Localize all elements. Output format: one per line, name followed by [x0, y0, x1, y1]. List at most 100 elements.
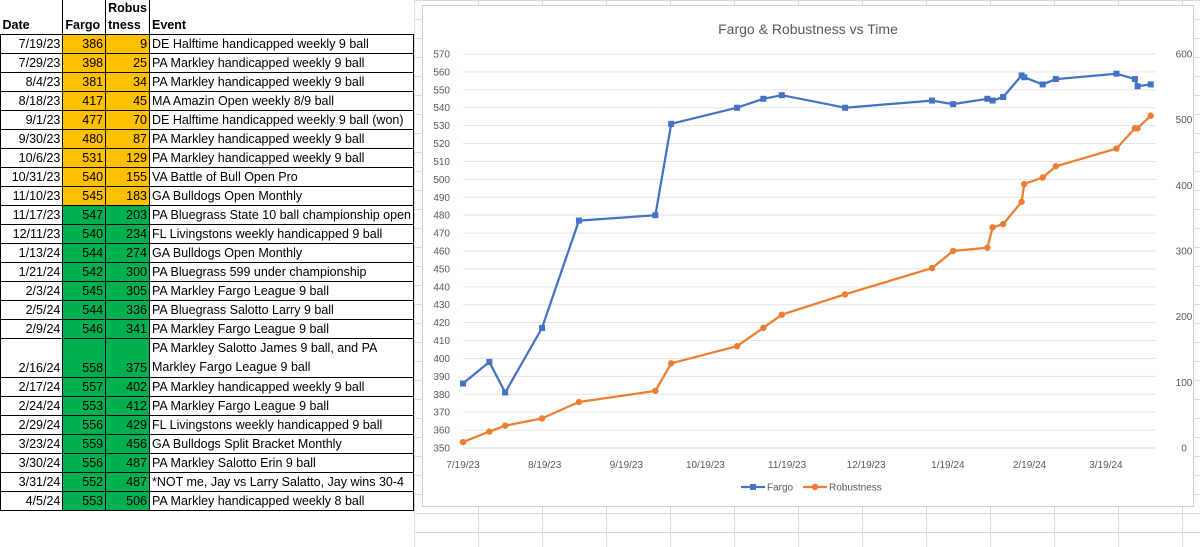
cell-date[interactable]: 2/5/24 [0, 300, 64, 320]
cell-event[interactable]: PA Bluegrass Salotto Larry 9 ball [149, 300, 414, 320]
cell-robustness[interactable]: 305 [105, 281, 151, 301]
cell-date[interactable]: 2/9/24 [0, 319, 64, 339]
cell-event[interactable]: GA Bulldogs Open Monthly [149, 243, 414, 263]
cell-date[interactable]: 3/23/24 [0, 434, 64, 454]
header-fargo[interactable]: Fargo [62, 17, 107, 35]
cell-fargo[interactable]: 545 [62, 186, 107, 206]
cell-event[interactable]: PA Markley handicapped weekly 9 ball [149, 129, 414, 149]
cell-robustness[interactable]: 402 [105, 377, 151, 397]
cell-event[interactable]: GA Bulldogs Open Monthly [149, 186, 414, 206]
cell-fargo[interactable]: 542 [62, 262, 107, 282]
cell-event[interactable]: DE Halftime handicapped weekly 9 ball [149, 34, 414, 54]
cell-event[interactable]: PA Markley handicapped weekly 9 ball [149, 53, 414, 73]
cell-date[interactable]: 12/11/23 [0, 224, 64, 244]
cell-fargo[interactable]: 557 [62, 377, 107, 397]
cell-fargo[interactable]: 547 [62, 205, 107, 225]
cell-fargo[interactable]: 417 [62, 91, 107, 111]
cell-date[interactable]: 8/18/23 [0, 91, 64, 111]
cell-event[interactable]: PA Markley handicapped weekly 9 ball [149, 148, 414, 168]
cell-event[interactable]: PA Markley handicapped weekly 9 ball [149, 377, 414, 397]
chart-panel[interactable]: Fargo & Robustness vs Time 350 360 370 380 39… [422, 5, 1194, 507]
cell-date[interactable]: 7/29/23 [0, 53, 64, 73]
cell-date[interactable]: 2/24/24 [0, 396, 64, 416]
cell-event[interactable]: PA Markley Fargo League 9 ball [149, 281, 414, 301]
cell-event[interactable]: PA Markley Salotto Erin 9 ball [149, 453, 414, 473]
cell-robustness[interactable]: 70 [105, 110, 151, 130]
cell-event[interactable]: PA Markley Fargo League 9 ball [149, 396, 414, 416]
cell-fargo[interactable]: 540 [62, 224, 107, 244]
cell-date[interactable]: 1/21/24 [0, 262, 64, 282]
cell-event[interactable]: PA Markley handicapped weekly 9 ball [149, 72, 414, 92]
cell-robustness[interactable]: 25 [105, 53, 151, 73]
header-robustness-line2[interactable]: tness [105, 17, 151, 35]
cell-fargo[interactable]: 553 [62, 491, 107, 511]
cell-event[interactable]: PA Markley Fargo League 9 ball [149, 319, 414, 339]
cell-fargo[interactable]: 544 [62, 300, 107, 320]
cell-robustness[interactable]: 506 [105, 491, 151, 511]
cell-robustness[interactable]: 9 [105, 34, 151, 54]
cell-fargo[interactable]: 540 [62, 167, 107, 187]
cell-date[interactable]: 10/31/23 [0, 167, 64, 187]
cell-robustness[interactable]: 234 [105, 224, 151, 244]
cell-date[interactable]: 1/13/24 [0, 243, 64, 263]
cell-fargo[interactable]: 552 [62, 472, 107, 492]
cell-event[interactable]: PA Markley handicapped weekly 8 ball [149, 491, 414, 511]
cell-event[interactable]: PA Bluegrass State 10 ball championship … [149, 205, 414, 225]
header-event[interactable]: Event [152, 18, 187, 32]
cell-robustness[interactable]: 375 [105, 338, 151, 378]
cell-fargo[interactable]: 545 [62, 281, 107, 301]
cell-robustness[interactable]: 203 [105, 205, 151, 225]
cell-fargo[interactable]: 480 [62, 129, 107, 149]
cell-fargo[interactable]: 558 [62, 338, 107, 378]
cell-event[interactable]: VA Battle of Bull Open Pro [149, 167, 414, 187]
cell-date[interactable]: 9/30/23 [0, 129, 64, 149]
cell-robustness[interactable]: 487 [105, 472, 151, 492]
cell-fargo[interactable]: 559 [62, 434, 107, 454]
cell-fargo[interactable]: 398 [62, 53, 107, 73]
cell-date[interactable]: 7/19/23 [0, 34, 64, 54]
cell-robustness[interactable]: 87 [105, 129, 151, 149]
cell-date[interactable]: 4/5/24 [0, 491, 64, 511]
header-robustness-line1[interactable]: Robus [105, 0, 151, 17]
cell-robustness[interactable]: 412 [105, 396, 151, 416]
cell-event[interactable]: FL Livingstons weekly handicapped 9 ball [149, 224, 414, 244]
cell-event[interactable]: MA Amazin Open weekly 8/9 ball [149, 91, 414, 111]
cell-robustness[interactable]: 429 [105, 415, 151, 435]
cell-date[interactable]: 8/4/23 [0, 72, 64, 92]
cell-robustness[interactable]: 45 [105, 91, 151, 111]
cell-date[interactable]: 9/1/23 [0, 110, 64, 130]
cell-date[interactable]: 10/6/23 [0, 148, 64, 168]
cell-robustness[interactable]: 129 [105, 148, 151, 168]
cell-robustness[interactable]: 487 [105, 453, 151, 473]
cell-event[interactable]: *NOT me, Jay vs Larry Salatto, Jay wins … [149, 472, 414, 492]
cell-event[interactable]: PA Bluegrass 599 under championship [149, 262, 414, 282]
cell-robustness[interactable]: 183 [105, 186, 151, 206]
cell-fargo[interactable]: 531 [62, 148, 107, 168]
cell-date[interactable]: 3/30/24 [0, 453, 64, 473]
cell-fargo[interactable]: 386 [62, 34, 107, 54]
cell-robustness[interactable]: 456 [105, 434, 151, 454]
cell-fargo[interactable]: 553 [62, 396, 107, 416]
cell-fargo[interactable]: 477 [62, 110, 107, 130]
cell-date[interactable]: 11/17/23 [0, 205, 64, 225]
cell-robustness[interactable]: 336 [105, 300, 151, 320]
header-date[interactable]: Date [2, 18, 30, 32]
cell-event[interactable]: DE Halftime handicapped weekly 9 ball (w… [149, 110, 414, 130]
cell-robustness[interactable]: 300 [105, 262, 151, 282]
cell-date[interactable]: 11/10/23 [0, 186, 64, 206]
cell-fargo[interactable]: 556 [62, 453, 107, 473]
cell-fargo[interactable]: 381 [62, 72, 107, 92]
cell-robustness[interactable]: 34 [105, 72, 151, 92]
cell-date[interactable]: 3/31/24 [0, 472, 64, 492]
cell-robustness[interactable]: 341 [105, 319, 151, 339]
cell-event[interactable]: PA Markley Salotto James 9 ball, and PA … [149, 338, 414, 378]
cell-robustness[interactable]: 274 [105, 243, 151, 263]
cell-fargo[interactable]: 544 [62, 243, 107, 263]
cell-date[interactable]: 2/29/24 [0, 415, 64, 435]
cell-fargo[interactable]: 556 [62, 415, 107, 435]
cell-date[interactable]: 2/16/24 [0, 338, 64, 378]
cell-robustness[interactable]: 155 [105, 167, 151, 187]
cell-event[interactable]: FL Livingstons weekly handicapped 9 ball [149, 415, 414, 435]
cell-date[interactable]: 2/3/24 [0, 281, 64, 301]
cell-event[interactable]: GA Bulldogs Split Bracket Monthly [149, 434, 414, 454]
